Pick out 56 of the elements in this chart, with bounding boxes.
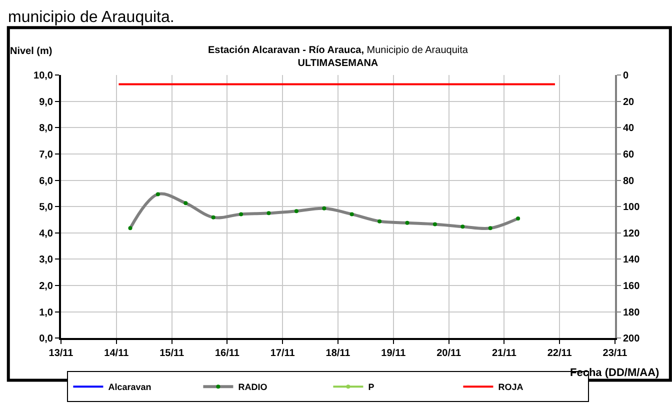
x-tick-label: 22/11 [547,348,572,360]
x-tick-label: 23/11 [602,348,628,360]
x-tick-label: 17/11 [270,348,296,360]
text: municipio de Arauquita. [8,9,174,26]
legend-label: Alcaravan [108,382,152,392]
point [350,212,354,216]
point [322,206,326,210]
point [405,220,410,225]
point [156,192,160,196]
y-tick-label: 0,0 [39,334,54,345]
y2-tick-label: 160 [623,281,640,292]
point [128,226,132,230]
x-tick-label: 20/11 [436,348,462,360]
x-tick-label: 19/11 [381,348,406,360]
x-tick-label: 13/11 [48,348,74,360]
y-tick-label: 6,0 [39,176,54,187]
x-tick-label: 18/11 [326,348,351,360]
legend-label: RADIO [238,382,268,392]
point [488,226,492,230]
y-axis-title: Nivel (m) [10,46,52,57]
y2-tick-label: 40 [623,123,635,134]
y-tick-label: 10,0 [34,70,54,82]
y2-tick-label: 140 [623,254,640,266]
point [239,212,244,216]
y-tick-label: 3,0 [39,254,54,266]
x-tick-label: 14/11 [104,348,130,360]
point [432,222,437,226]
legend-label: P [368,382,374,392]
y-tick-label: 9,0 [39,96,54,108]
point [184,201,188,206]
y-tick-label: 4,0 [39,228,54,240]
point [378,219,382,224]
y2-tick-label: 80 [623,176,635,187]
chart-title: Estación Alcaravan - Río Arauca, Municipio de Arauquita [208,45,468,56]
x-tick-label: 16/11 [214,348,240,360]
chart-subtitle: ULTIMASEMANA [298,58,378,69]
legend-label: ROJA [498,382,524,392]
y2-tick-label: 20 [623,96,635,108]
y-tick-label: 1,0 [39,307,54,318]
y-tick-label: 5,0 [39,202,54,214]
y2-tick-label: 100 [623,202,640,214]
x-tick-label: 15/11 [160,348,184,360]
y-tick-label: 7,0 [39,149,54,160]
point [211,215,216,220]
y2-tick-label: 120 [623,228,640,240]
y2-tick-label: 200 [623,334,640,345]
y2-tick-label: 0 [623,70,629,82]
x-tick-label: 21/11 [492,348,517,360]
y-tick-label: 8,0 [39,123,54,134]
y2-tick-label: 60 [623,149,635,160]
point [516,216,520,220]
point [294,209,298,214]
y-tick-label: 2,0 [39,281,54,292]
y2-tick-label: 180 [623,307,640,318]
point [266,211,271,216]
point [460,224,465,229]
